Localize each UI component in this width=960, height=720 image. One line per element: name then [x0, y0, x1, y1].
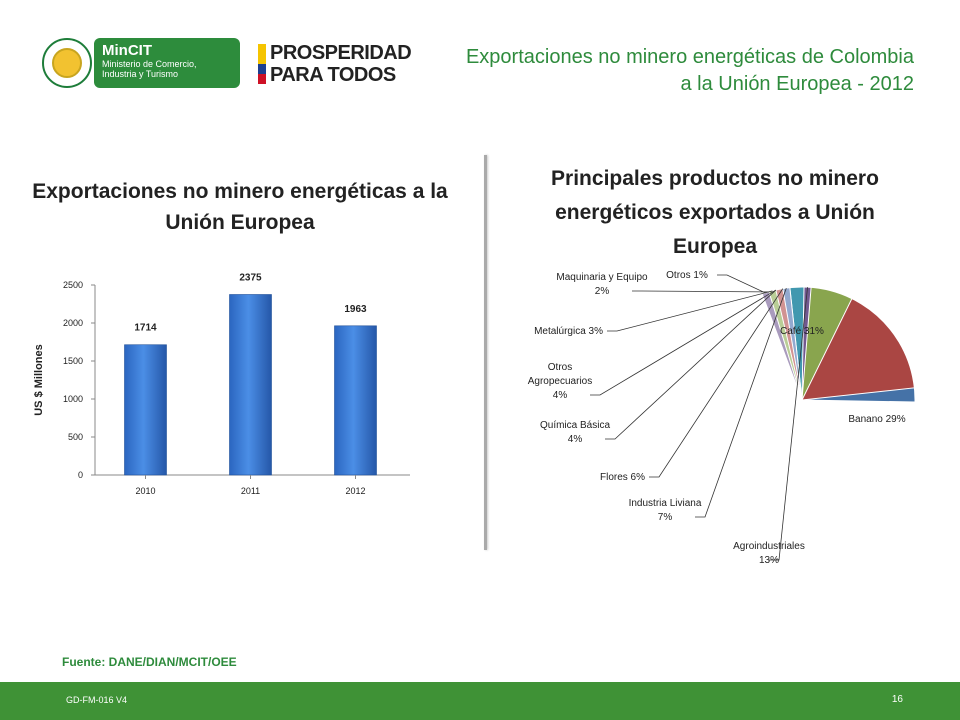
mincit-badge: MinCIT Ministerio de Comercio, Industria…	[94, 38, 240, 88]
pie-slice-label: Banano 29%	[848, 414, 905, 425]
x-tick-label: 2011	[241, 486, 260, 496]
bar-data-label: 1714	[134, 323, 157, 334]
mincit-logo: MinCIT Ministerio de Comercio, Industria…	[40, 36, 240, 90]
colombia-seal-icon	[42, 38, 92, 88]
pie-chart: Café 31% Banano 29% Agroindustriales 13% Ind…	[528, 270, 916, 566]
bar-chart-title: Exportaciones no minero energéticas a la…	[32, 180, 448, 234]
vertical-divider	[484, 155, 487, 550]
pie-slice-label: Otros Agropecuarios 4%	[528, 362, 592, 401]
pie-leader-line	[605, 289, 777, 440]
pie-leader-line	[607, 290, 773, 332]
page-title: Exportaciones no minero energéticas de C…	[465, 46, 914, 95]
flag-stripes-icon	[258, 44, 266, 84]
y-tick-label: 2500	[63, 280, 83, 290]
bar	[334, 325, 377, 476]
mincit-subtitle: Ministerio de Comercio, Industria y Turi…	[102, 59, 197, 79]
pie-leader-line	[632, 290, 770, 293]
y-tick-label: 1000	[63, 394, 83, 404]
footer-code: GD-FM-016 V4	[66, 695, 128, 705]
pie-slice-label: Metalúrgica 3%	[534, 326, 603, 337]
source-note: Fuente: DANE/DIAN/MCIT/OEE	[62, 655, 237, 669]
page-number: 16	[891, 694, 903, 705]
pie-leader-line	[649, 288, 784, 478]
pie-slice-label: Flores 6%	[600, 472, 645, 483]
pie-slice-label: Agroindustriales 13%	[733, 541, 805, 566]
x-tick-label: 2010	[135, 486, 155, 496]
bar-data-label: 1963	[344, 304, 367, 315]
mincit-name: MinCIT	[102, 42, 152, 59]
bar-chart: 0 500 1000 1500 2000 2500 2010 1714 2011 2375 201…	[33, 273, 410, 496]
pie-slice-label: Maquinaria y Equipo 2%	[556, 272, 648, 297]
prosperidad-text: PROSPERIDAD PARA TODOS	[270, 42, 412, 86]
pie-leader-line	[717, 274, 766, 294]
pie-slice-label: Otros 1%	[666, 270, 708, 281]
header-logos: MinCIT Ministerio de Comercio, Industria…	[40, 34, 440, 94]
y-tick-label: 2000	[63, 318, 83, 328]
y-axis-label: US $ Millones	[33, 344, 45, 416]
pie-chart-title: Principales productos no minero energéti…	[551, 167, 879, 258]
pie-leader-line	[590, 289, 777, 396]
pie-slice-label: Química Básica 4%	[540, 420, 610, 445]
bar	[229, 294, 272, 476]
y-tick-label: 500	[68, 432, 83, 442]
bar-data-label: 2375	[239, 273, 262, 284]
pie-leader-line	[769, 287, 808, 561]
x-tick-label: 2012	[345, 486, 365, 496]
prosperidad-logo: PROSPERIDAD PARA TODOS	[258, 40, 438, 88]
y-tick-label: 0	[78, 470, 83, 480]
pie-leader-line	[695, 287, 787, 518]
y-tick-label: 1500	[63, 356, 83, 366]
pie-slice-label: Industria Liviana 7%	[629, 498, 702, 523]
footer-bar: GD-FM-016 V4 16	[0, 682, 960, 720]
bar	[124, 344, 167, 476]
pie-slice-label: Café 31%	[780, 326, 824, 337]
